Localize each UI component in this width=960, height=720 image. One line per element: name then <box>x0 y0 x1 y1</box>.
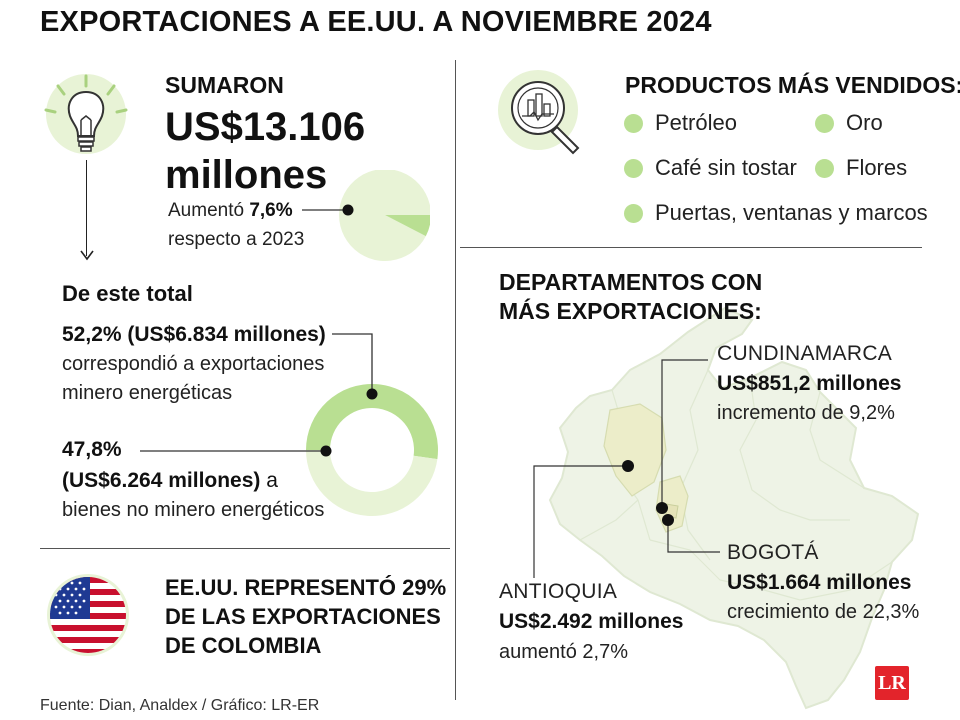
mining-line: 52,2% (US$6.834 millones) <box>62 323 326 347</box>
pie-slice-rest <box>339 170 430 261</box>
share-line-3: DE COLOMBIA <box>165 633 322 658</box>
cundinamarca-name: CUNDINAMARCA <box>717 342 893 365</box>
summary-label: SUMARON <box>165 72 284 98</box>
growth-suffix: respecto a 2023 <box>168 229 305 250</box>
mining-pct: 52,2% <box>62 323 122 346</box>
mining-leader-line <box>332 333 373 394</box>
non-mining-pct: 47,8% <box>62 438 122 461</box>
bullet-dot <box>624 113 643 133</box>
source-note: Fuente: Dian, Analdex / Gráfico: LR-ER <box>40 697 320 714</box>
mining-amount: (US$6.834 millones) <box>127 323 326 346</box>
departments-heading: DEPARTAMENTOS CON MÁS EXPORTACIONES: <box>499 268 762 326</box>
products-heading: PRODUCTOS MÁS VENDIDOS: <box>625 72 960 98</box>
growth-prefix: Aumentó <box>168 200 250 221</box>
product-item: Flores <box>815 155 907 181</box>
non-mining-desc: bienes no minero energéticos <box>62 499 325 521</box>
bullet-dot <box>815 158 834 178</box>
growth-line: Aumentó 7,6% <box>168 200 293 222</box>
center-divider <box>455 60 456 700</box>
colombia-map <box>548 306 920 710</box>
growth-pie-chart <box>302 170 430 261</box>
bogota-note: crecimiento de 22,3% <box>727 601 920 623</box>
map-connectors <box>533 359 720 578</box>
cundinamarca-value: US$851,2 millones <box>717 372 902 395</box>
bullet-dot <box>815 113 834 133</box>
page-title: EXPORTACIONES A EE.UU. A NOVIEMBRE 2024 <box>40 6 712 38</box>
right-divider <box>460 247 922 248</box>
summary-unit: millones <box>165 153 328 197</box>
lightbulb-icon <box>44 74 128 154</box>
arrow-line <box>86 160 87 256</box>
mining-desc-2: minero energéticas <box>62 382 233 404</box>
share-line-2: DE LAS EXPORTACIONES <box>165 604 441 629</box>
product-item: Puertas, ventanas y marcos <box>624 200 928 226</box>
bogota-name: BOGOTÁ <box>727 541 819 564</box>
product-label: Puertas, ventanas y marcos <box>655 200 928 225</box>
lr-logo: LR <box>875 666 909 700</box>
arrow-down-icon <box>80 250 94 261</box>
us-flag-icon <box>47 574 129 656</box>
departments-heading-1: DEPARTAMENTOS CON <box>499 269 763 295</box>
product-label: Café sin tostar <box>655 155 797 180</box>
non-mining-a: a <box>266 469 278 492</box>
non-mining-line: (US$6.264 millones) a <box>62 469 278 493</box>
cundinamarca-note: incremento de 9,2% <box>717 402 895 424</box>
product-item: Café sin tostar <box>624 155 797 181</box>
pie-slice-growth <box>385 215 430 237</box>
share-line-1: EE.UU. REPRESENTÓ 29% <box>165 575 447 600</box>
product-label: Oro <box>846 110 883 135</box>
product-label: Petróleo <box>655 110 737 135</box>
summary-amount: US$13.106 <box>165 105 366 149</box>
breakdown-heading: De este total <box>62 281 193 306</box>
breakdown-donut-chart <box>140 333 438 516</box>
donut-slice-non-mining <box>306 450 438 516</box>
growth-leader-dot <box>342 204 354 216</box>
bullet-dot <box>624 203 643 223</box>
share-text: EE.UU. REPRESENTÓ 29% DE LAS EXPORTACION… <box>165 573 446 660</box>
product-label: Flores <box>846 155 908 180</box>
left-divider <box>40 548 450 549</box>
product-item: Petróleo <box>624 110 737 136</box>
mining-desc-1: correspondió a exportaciones <box>62 353 325 375</box>
product-item: Oro <box>815 110 883 136</box>
bogota-value: US$1.664 millones <box>727 571 912 594</box>
bullet-dot <box>624 158 643 178</box>
antioquia-value: US$2.492 millones <box>499 610 684 633</box>
non-mining-amount: (US$6.264 millones) <box>62 469 261 492</box>
antioquia-note: aumentó 2,7% <box>499 641 628 663</box>
departments-heading-2: MÁS EXPORTACIONES: <box>499 298 762 324</box>
mining-leader-dot <box>366 388 378 400</box>
donut-slice-mining <box>306 383 438 460</box>
non-mining-leader-dot <box>320 445 332 457</box>
magnifier-chart-icon <box>498 70 580 155</box>
growth-value: 7,6% <box>249 200 293 221</box>
antioquia-name: ANTIOQUIA <box>499 580 618 603</box>
